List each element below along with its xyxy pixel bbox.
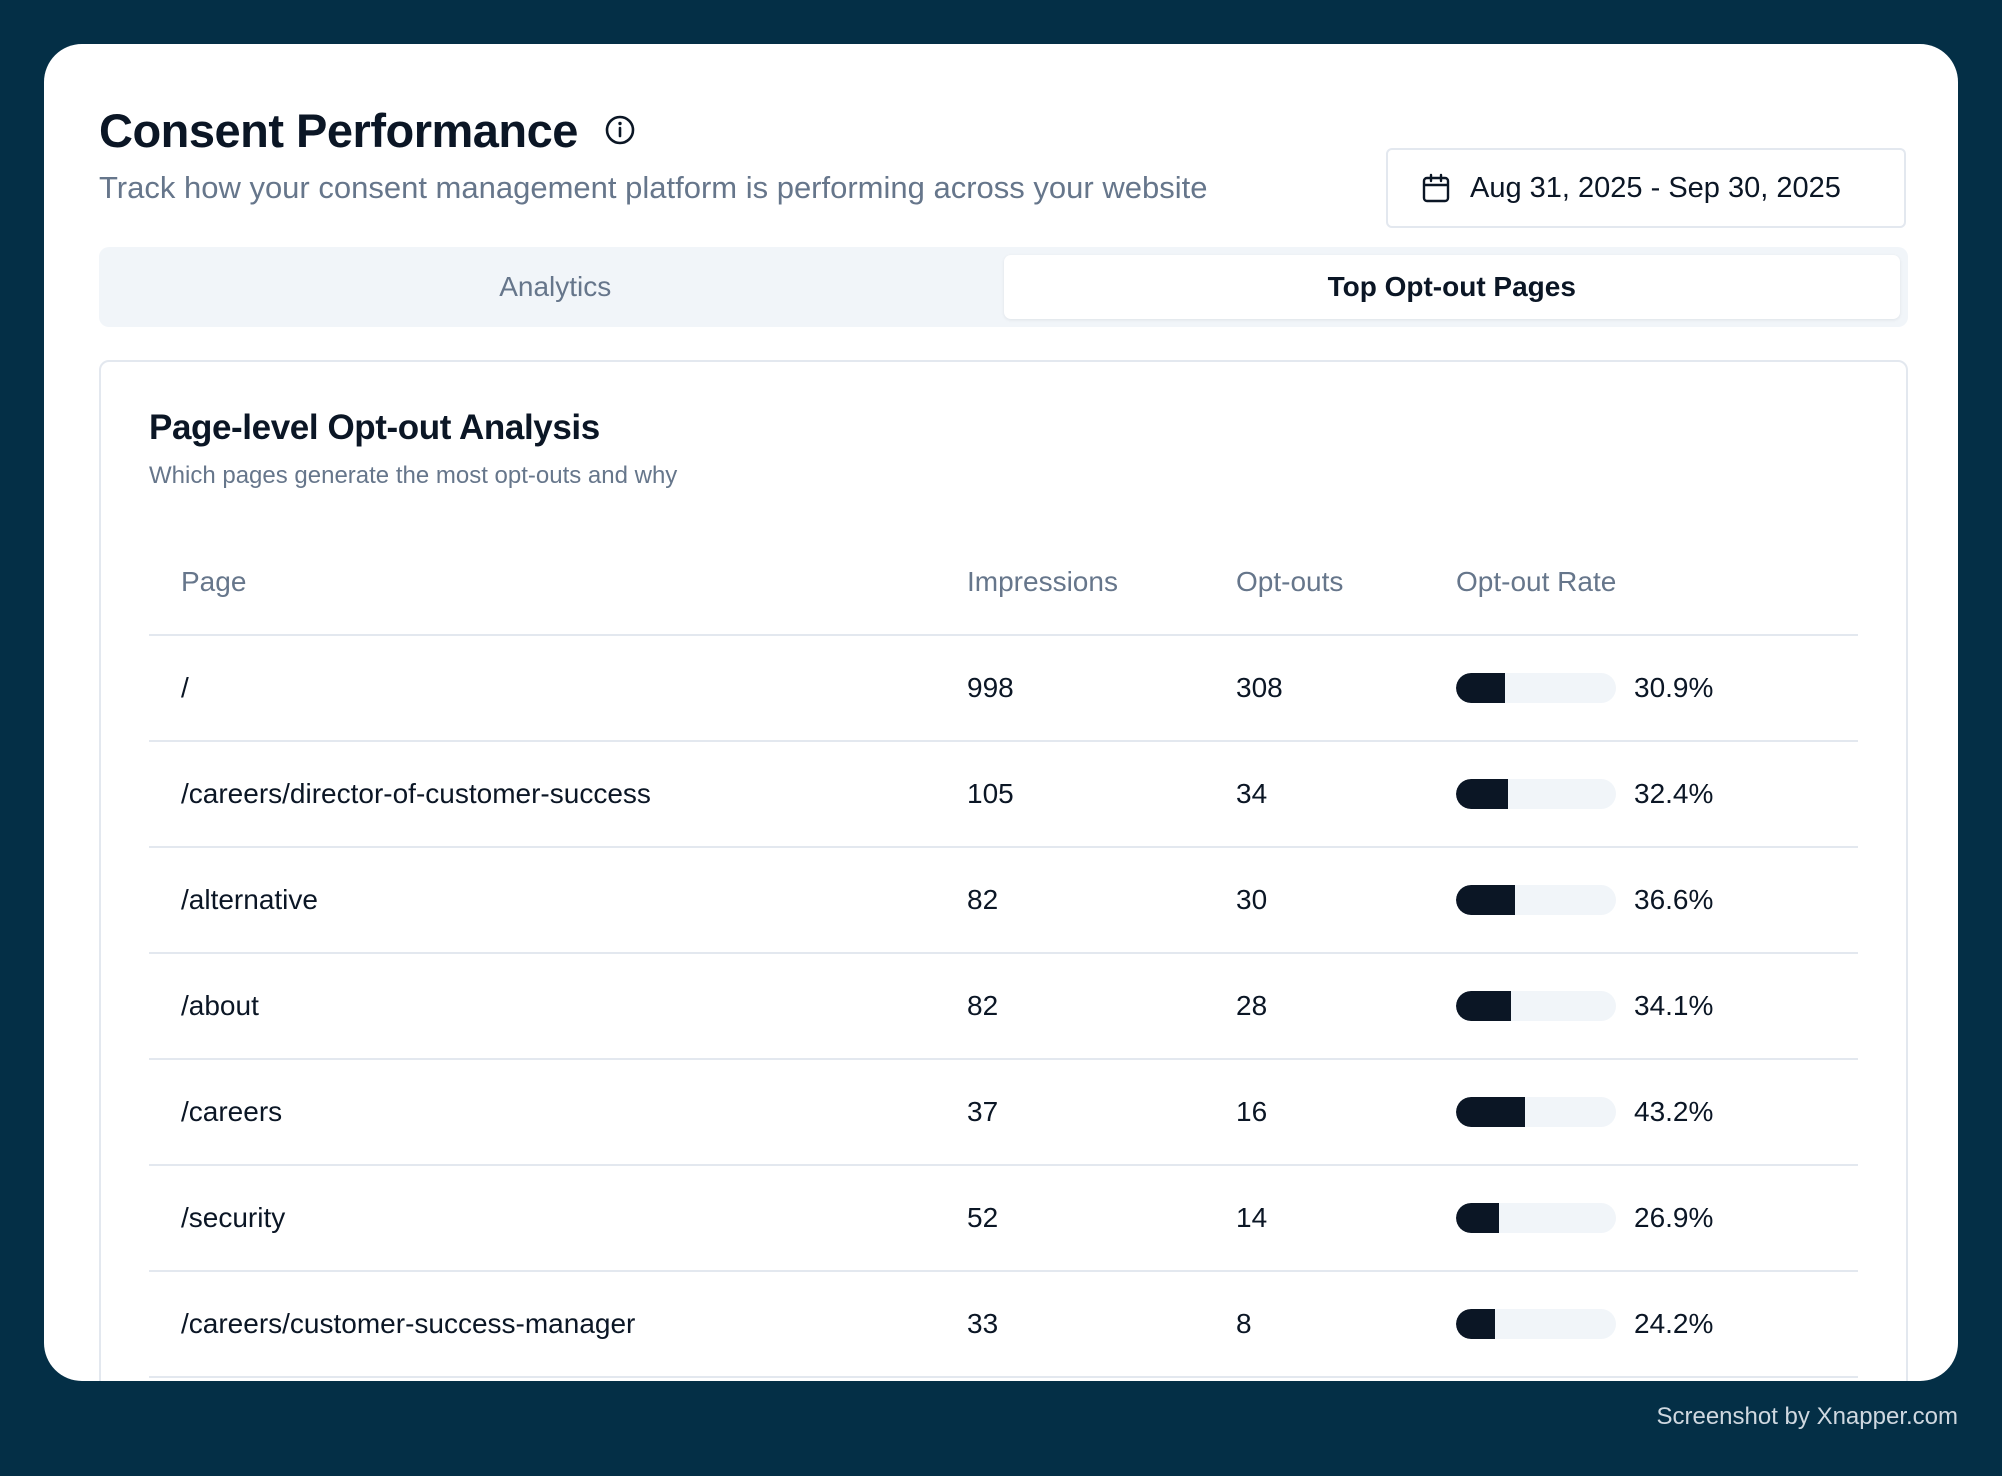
rate-bar-fill [1456,779,1508,809]
opt-out-rate-value: 32.4% [1634,778,1714,809]
rate-bar-fill [1456,991,1511,1021]
table-body: /998 308 30.9%/careers/director-of-custome… [149,636,1858,1378]
table-row[interactable]: /alternative 82 30 36.6% [149,848,1858,954]
rate-bar-track [1456,885,1616,915]
table-row[interactable]: /careers/director-of-customer-success 105… [149,742,1858,848]
info-circle-icon[interactable] [604,114,636,146]
tab-bar: Analytics Top Opt-out Pages [99,247,1908,327]
opt-out-rate-cell: 43.2% [1456,1096,1858,1128]
opt-out-rate-value: 26.9% [1634,1202,1714,1233]
opt-out-rate-cell: 36.6% [1456,884,1858,916]
opt-out-analysis-card: Page-level Opt-out Analysis Which pages … [99,360,1908,1381]
impressions-value: 105 [967,778,1014,809]
page-path: /about [181,990,259,1021]
column-header-impressions[interactable]: Impressions [967,566,1118,597]
table-row[interactable]: /careers/customer-success-manager 33 8 24.2… [149,1272,1858,1378]
column-header-opt-out-rate[interactable]: Opt-out Rate [1456,566,1617,597]
opt-out-table: Page Impressions Opt-outs Opt-out Rate /… [149,530,1858,1378]
opt-out-rate-cell: 26.9% [1456,1202,1858,1234]
opt-out-rate-value: 30.9% [1634,672,1714,703]
page-path: /security [181,1202,286,1233]
impressions-value: 82 [967,990,999,1021]
opt-out-rate-value: 36.6% [1634,884,1714,915]
opt-out-rate-cell: 30.9% [1456,672,1858,704]
opt-outs-value: 14 [1236,1202,1268,1233]
column-header-page[interactable]: Page [181,566,247,597]
opt-outs-value: 28 [1236,990,1268,1021]
page-path: /careers/director-of-customer-success [181,778,651,809]
rate-bar-fill [1456,1309,1495,1339]
table-row[interactable]: /about 82 28 34.1% [149,954,1858,1060]
impressions-value: 52 [967,1202,999,1233]
opt-out-rate-value: 34.1% [1634,990,1714,1021]
date-range-picker[interactable]: Aug 31, 2025 - Sep 30, 2025 [1386,148,1906,228]
page-path: /careers [181,1096,283,1127]
opt-out-rate-cell: 32.4% [1456,778,1858,810]
table-row[interactable]: /careers 37 16 43.2% [149,1060,1858,1166]
title-row: Consent Performance [99,94,1906,166]
impressions-value: 37 [967,1096,999,1127]
opt-out-rate-value: 43.2% [1634,1096,1714,1127]
rate-bar-fill [1456,1203,1500,1233]
page-subtitle: Track how your consent management platfo… [99,170,1208,205]
opt-outs-value: 30 [1236,884,1268,915]
rate-bar-track [1456,779,1616,809]
app-window: Consent Performance Track how your conse… [44,44,1958,1381]
impressions-value: 998 [967,672,1014,703]
page-header: Consent Performance Track how your conse… [99,94,1906,244]
rate-bar-track [1456,673,1616,703]
opt-outs-value: 8 [1236,1308,1252,1339]
opt-outs-value: 308 [1236,672,1283,703]
card-subtitle: Which pages generate the most opt-outs a… [149,462,678,489]
table-row[interactable]: / 998 308 30.9% [149,636,1858,742]
rate-bar-track [1456,991,1616,1021]
card-title: Page-level Opt-out Analysis [149,408,600,447]
impressions-value: 33 [967,1308,999,1339]
impressions-value: 82 [967,884,999,915]
opt-outs-value: 16 [1236,1096,1268,1127]
page-title: Consent Performance [99,103,578,157]
rate-bar-track [1456,1309,1616,1339]
calendar-icon [1420,172,1452,204]
table-header: Page Impressions Opt-outs Opt-out Rate [149,530,1858,636]
rate-bar-track [1456,1097,1616,1127]
opt-outs-value: 34 [1236,778,1268,809]
opt-out-rate-value: 24.2% [1634,1308,1714,1339]
rate-bar-track [1456,1203,1616,1233]
table-row[interactable]: /security 52 14 26.9% [149,1166,1858,1272]
date-range-label: Aug 31, 2025 - Sep 30, 2025 [1470,171,1841,204]
column-header-opt-outs[interactable]: Opt-outs [1236,566,1344,597]
tab-analytics[interactable]: Analytics [499,271,612,302]
opt-out-rate-cell: 24.2% [1456,1308,1858,1340]
rate-bar-fill [1456,1097,1526,1127]
rate-bar-fill [1456,673,1506,703]
page-path: /careers/customer-success-manager [181,1308,636,1339]
rate-bar-fill [1456,885,1515,915]
page-path: / [181,672,189,703]
opt-out-rate-cell: 34.1% [1456,990,1858,1022]
page-path: /alternative [181,884,318,915]
tab-top-opt-out-pages[interactable]: Top Opt-out Pages [1003,255,1900,319]
watermark: Screenshot by Xnapper.com [1656,1403,1958,1430]
